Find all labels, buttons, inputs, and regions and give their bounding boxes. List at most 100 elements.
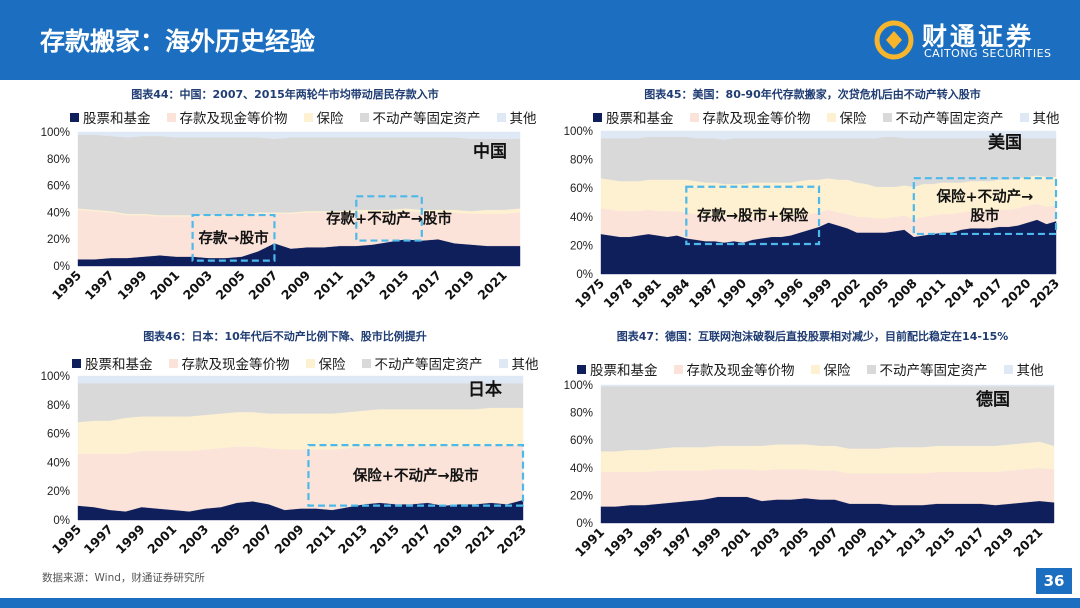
annotation-text: 股市: [970, 207, 999, 225]
annotation-box: [685, 185, 821, 246]
x-tick-label: 1996: [771, 275, 806, 310]
x-tick-label: 2009: [835, 525, 870, 560]
x-tick-label: 2015: [376, 268, 411, 303]
caitong-logo-icon: [874, 20, 914, 60]
x-tick-label: 2020: [998, 275, 1033, 310]
x-tick-label: 2011: [303, 522, 338, 557]
x-tick-label: 2017: [409, 268, 444, 303]
x-tick-label: 2009: [271, 522, 306, 557]
x-tick-label: 2017: [399, 522, 434, 557]
legend-item: 股票和基金: [593, 107, 674, 127]
legend-label: 其他: [511, 357, 539, 373]
y-tick-label: 80%: [47, 400, 70, 412]
y-tick-label: 20%: [47, 486, 70, 498]
x-tick-label: 2017: [952, 525, 987, 560]
x-tick-label: 1999: [689, 525, 724, 560]
x-tick-label: 1995: [630, 525, 665, 560]
x-tick-label: 2023: [494, 522, 529, 557]
legend-label: 不动产等固定资产: [879, 363, 988, 379]
y-tick-label: 100%: [564, 380, 593, 392]
x-tick-label: 2005: [208, 522, 243, 557]
y-tick-label: 80%: [570, 408, 593, 420]
header-bar: 存款搬家：海外历史经验 财通证券 CAITONG SECURITIES: [0, 0, 1080, 80]
x-tick-label: 2008: [885, 276, 920, 311]
legend-swatch: [168, 358, 178, 368]
area-series-4: [77, 375, 524, 384]
x-tick-label: 1981: [629, 276, 664, 311]
y-tick-label: 60%: [47, 429, 70, 441]
chart-panel-us: 图表45：美国：80-90年代存款搬家，次贷危机后由不动产转入股市 股票和基金存…: [555, 82, 1070, 322]
legend-label: 其他: [1032, 111, 1060, 127]
y-tick-label: 20%: [570, 490, 593, 502]
logo-text-cn: 财通证券: [922, 22, 1035, 51]
country-label: 日本: [468, 379, 502, 400]
legend-item: 股票和基金: [72, 353, 153, 373]
annotation-text: 保险+不动产→股市: [352, 466, 479, 484]
legend-item: 存款及现金等价物: [168, 353, 290, 373]
chart-legend: 股票和基金 存款及现金等价物 保险 不动产等固定资产 其他: [70, 107, 537, 127]
legend-swatch: [70, 112, 79, 122]
legend-label: 保险: [318, 357, 346, 373]
y-tick-label: 80%: [47, 154, 70, 166]
legend-item: 不动产等固定资产: [866, 359, 988, 379]
annotation-box: [307, 444, 525, 507]
legend-swatch: [305, 358, 315, 368]
legend-swatch: [361, 358, 371, 368]
legend-label: 不动产等固定资产: [895, 111, 1004, 127]
x-tick-label: 2011: [864, 525, 899, 560]
x-tick-label: 2003: [180, 268, 215, 303]
x-tick-label: 2013: [335, 522, 370, 557]
x-tick-label: 2001: [147, 268, 182, 303]
legend-item: 不动产等固定资产: [361, 353, 483, 373]
legend-item: 保险: [305, 353, 346, 373]
legend-swatch: [1003, 364, 1013, 374]
legend-label: 不动产等固定资产: [374, 357, 483, 373]
y-tick-label: 60%: [570, 183, 593, 195]
y-tick-label: 40%: [570, 463, 593, 475]
legend-item: 其他: [1019, 107, 1060, 127]
legend-swatch: [166, 112, 176, 122]
x-tick-label: 1999: [114, 268, 149, 303]
legend-label: 不动产等固定资产: [372, 111, 481, 127]
y-tick-label: 40%: [570, 212, 593, 224]
x-tick-label: 2002: [828, 276, 863, 311]
legend-swatch: [689, 112, 699, 122]
y-tick-label: 60%: [47, 181, 70, 193]
legend-item: 存款及现金等价物: [689, 107, 811, 127]
y-tick-label: 0%: [53, 515, 70, 527]
x-tick-label: 2019: [430, 522, 465, 557]
annotation-text: 存款→股市+保险: [697, 206, 809, 224]
legend-item: 存款及现金等价物: [673, 359, 795, 379]
x-tick-label: 2013: [344, 268, 379, 303]
x-tick-label: 2015: [923, 525, 958, 560]
chart-title: 图表44：中国：2007、2015年两轮牛市均带动居民存款入市: [131, 88, 439, 101]
source-note: 数据来源：Wind，财通证券研究所: [42, 572, 205, 584]
y-tick-label: 20%: [47, 234, 70, 246]
x-tick-label: 2005: [856, 276, 891, 311]
legend-item: 股票和基金: [577, 359, 658, 379]
chart-panel-germany: 图表47：德国：互联网泡沫破裂后直投股票相对减少，目前配比稳定在14-15% 股…: [555, 325, 1070, 570]
x-tick-label: 2005: [776, 525, 811, 560]
annotation-text: 存款+不动产→股市: [326, 209, 452, 227]
x-tick-label: 2003: [747, 525, 782, 560]
legend-item: 其他: [1003, 359, 1044, 379]
country-label: 德国: [976, 389, 1010, 410]
x-tick-label: 2001: [144, 522, 179, 557]
chart-legend: 股票和基金 存款及现金等价物 保险 不动产等固定资产 其他: [593, 107, 1060, 127]
x-tick-label: 2019: [981, 525, 1016, 560]
x-tick-label: 2007: [245, 268, 280, 303]
x-tick-label: 2013: [893, 525, 928, 560]
legend-swatch: [866, 364, 876, 374]
x-tick-label: 1997: [82, 268, 117, 303]
legend-item: 不动产等固定资产: [882, 107, 1004, 127]
legend-label: 股票和基金: [606, 111, 674, 127]
x-tick-label: 2007: [240, 522, 275, 557]
annotation-box: [191, 213, 276, 262]
x-tick-label: 2021: [1010, 525, 1045, 560]
y-tick-label: 0%: [576, 269, 593, 281]
area-series-4: [600, 384, 1055, 387]
chart-legend: 股票和基金 存款及现金等价物 保险 不动产等固定资产 其他: [72, 353, 539, 373]
x-tick-label: 1999: [112, 522, 147, 557]
legend-swatch: [303, 112, 313, 122]
x-tick-label: 1987: [686, 276, 721, 311]
